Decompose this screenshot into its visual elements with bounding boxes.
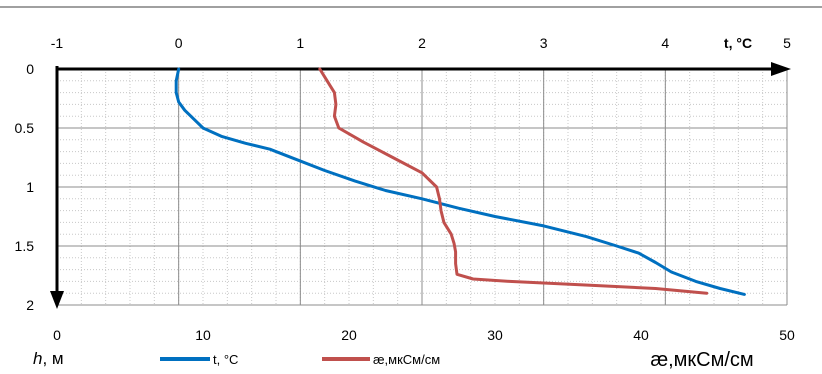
left-tick-label: 2 [26, 297, 34, 313]
legend: t, °C æ,мкСм/см [160, 352, 440, 367]
top-tick-label: -1 [51, 35, 64, 51]
top-border [0, 6, 822, 8]
top-tick-label: 1 [296, 35, 304, 51]
bottom-tick-label: 0 [53, 327, 61, 343]
series-layer [174, 67, 746, 296]
bottom-axis-title: æ,мкСм/см [650, 349, 753, 371]
top-tick-label: 2 [418, 35, 426, 51]
left-axis-title-rest: , м [42, 349, 63, 368]
left-tick-label: 1 [26, 179, 34, 195]
bottom-tick-label: 10 [195, 327, 211, 343]
left-axis-title: h, м [33, 349, 64, 368]
top-tick-label: 3 [540, 35, 548, 51]
left-tick-label: 0 [26, 61, 34, 77]
bottom-tick-label: 20 [341, 327, 357, 343]
bottom-tick-label: 40 [633, 327, 649, 343]
major-grid [56, 68, 788, 306]
axes [50, 62, 791, 309]
left-tick-label: 1.5 [15, 238, 35, 254]
top-axis-title: t, °C [724, 35, 752, 51]
top-axis-arrow-icon [771, 62, 791, 76]
series-line-conductivity [318, 67, 709, 295]
top-tick-label: 5 [783, 35, 791, 51]
left-tick-label: 0.5 [15, 120, 35, 136]
legend-label-conductivity: æ,мкСм/см [373, 352, 440, 367]
bottom-tick-label: 30 [487, 327, 503, 343]
series-line-temperature [174, 67, 746, 296]
left-axis-title-italic: h [33, 349, 42, 368]
legend-label-temperature: t, °C [213, 352, 238, 367]
left-axis-arrow-icon [50, 291, 64, 309]
top-tick-label: 4 [661, 35, 669, 51]
top-tick-label: 0 [175, 35, 183, 51]
bottom-tick-label: 50 [779, 327, 795, 343]
